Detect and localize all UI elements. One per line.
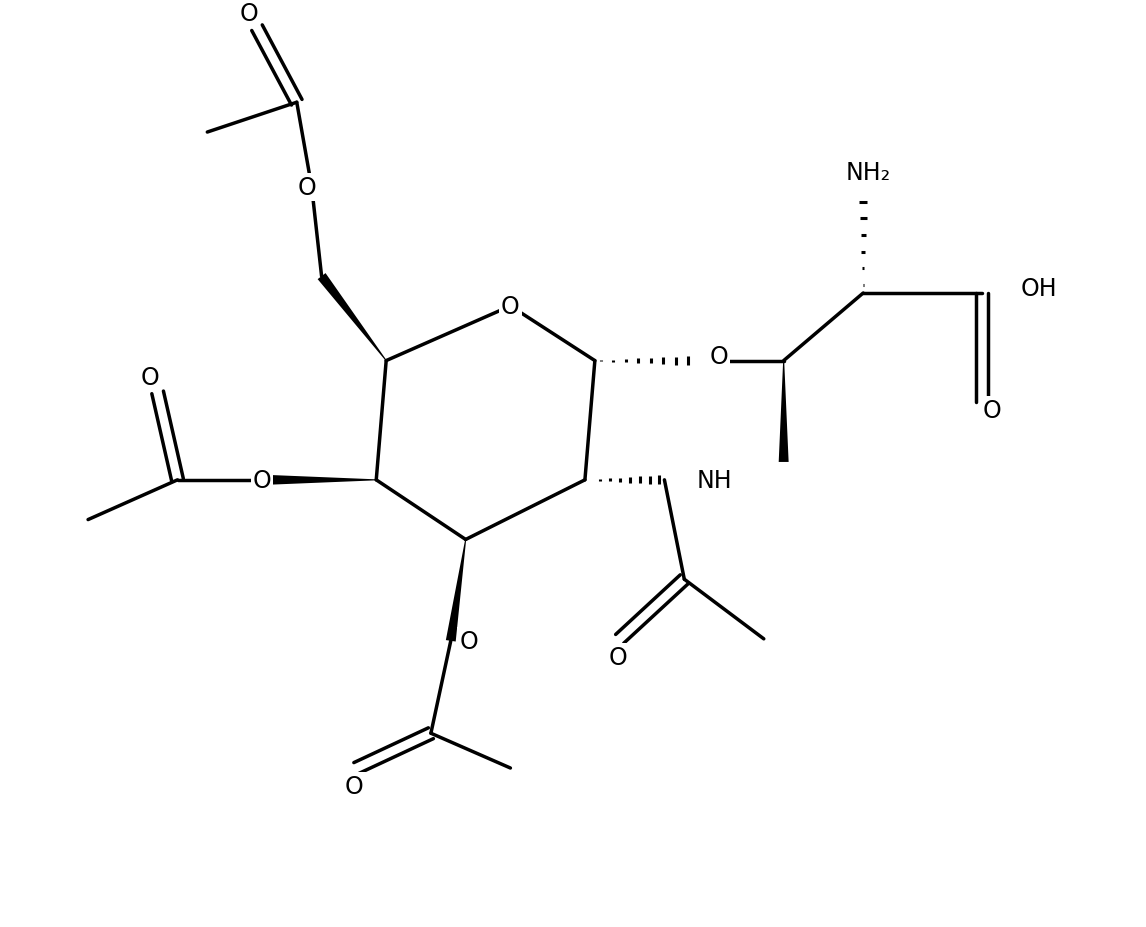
- Polygon shape: [446, 540, 466, 641]
- Text: O: O: [240, 2, 259, 26]
- Text: O: O: [709, 344, 728, 368]
- Polygon shape: [778, 362, 788, 463]
- Text: O: O: [460, 629, 478, 654]
- Polygon shape: [267, 476, 376, 485]
- Text: O: O: [252, 468, 272, 492]
- Text: OH: OH: [1020, 277, 1057, 300]
- Text: O: O: [501, 295, 520, 319]
- Text: O: O: [609, 645, 627, 669]
- Text: NH₂: NH₂: [846, 160, 890, 184]
- Polygon shape: [317, 273, 386, 362]
- Text: O: O: [297, 175, 316, 199]
- Text: O: O: [345, 774, 363, 798]
- Text: O: O: [983, 399, 1002, 423]
- Text: O: O: [140, 366, 159, 390]
- Text: NH: NH: [697, 468, 732, 492]
